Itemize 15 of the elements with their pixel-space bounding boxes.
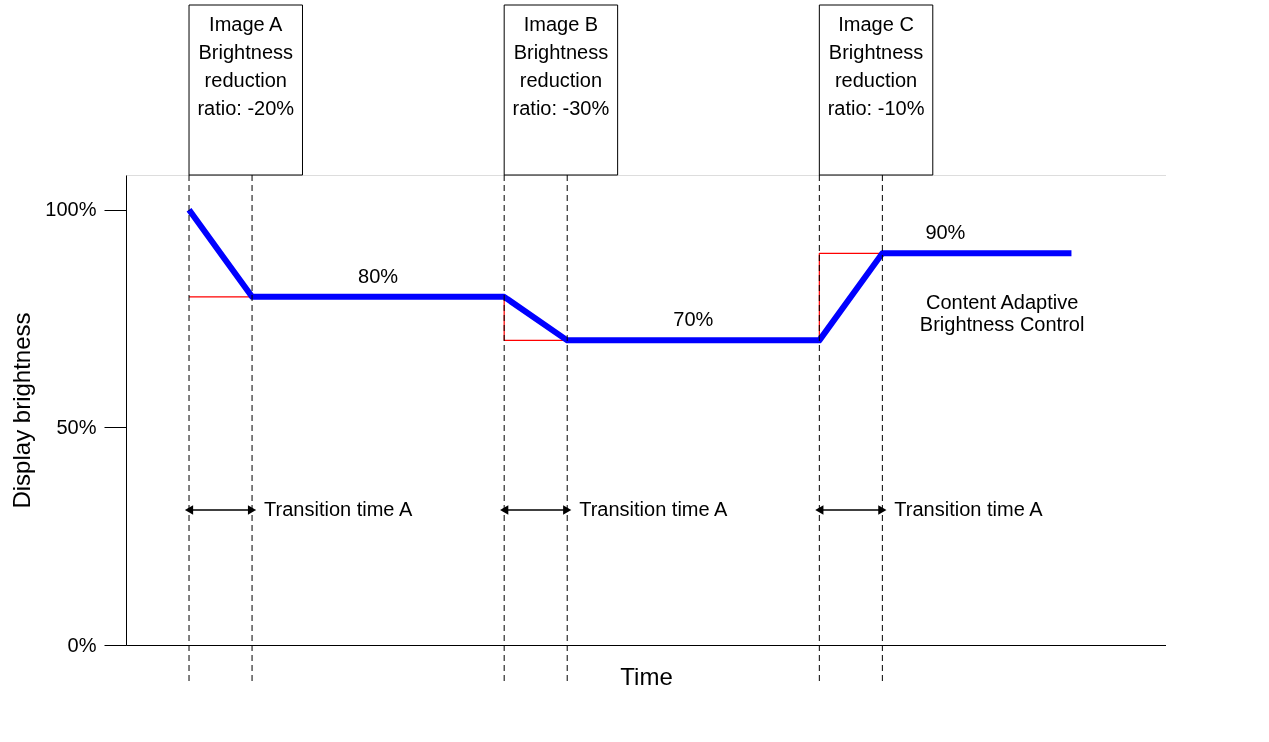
- data-label: 90%: [925, 221, 966, 244]
- y-axis-title: Display brightness: [8, 312, 36, 509]
- annotation: Transition time A: [894, 498, 1044, 520]
- annotation: Transition time A: [264, 498, 413, 520]
- y-tick-label: 0%: [67, 633, 97, 656]
- text: Image B Brightness reduction ratio: -30%: [512, 13, 610, 119]
- series-label: Content Adaptive Brightness Control: [919, 291, 1085, 336]
- data-label: 80%: [358, 264, 399, 287]
- data-label: 70%: [673, 308, 714, 331]
- x-axis-title: Time: [620, 662, 673, 690]
- annotation: Transition time A: [579, 498, 729, 520]
- text: Image C Brightness reduction ratio: -10%: [827, 13, 925, 119]
- y-tick-label: 50%: [56, 415, 97, 438]
- text: Image A Brightness reduction ratio: -20%: [197, 13, 295, 119]
- y-tick-label: 100%: [45, 198, 97, 221]
